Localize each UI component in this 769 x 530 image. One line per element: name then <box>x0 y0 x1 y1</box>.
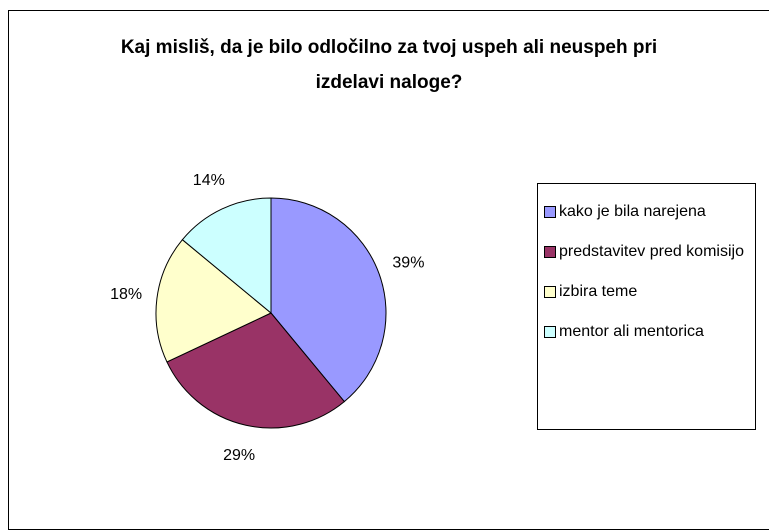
chart-title: Kaj misliš, da je bilo odločilno za tvoj… <box>120 37 658 93</box>
legend-label: predstavitev pred komisijo <box>559 243 744 260</box>
data-label: 39% <box>392 255 424 272</box>
page: {"chart_data": {"type": "pie", "title": … <box>8 10 769 530</box>
data-label: 18% <box>110 286 142 303</box>
data-label: 29% <box>223 447 255 464</box>
data-label: 14% <box>193 172 225 189</box>
legend: kako je bila narejena predstavitev pred k… <box>537 183 756 430</box>
pie-slice <box>166 312 346 429</box>
legend-swatch <box>544 326 556 338</box>
legend-swatch <box>544 286 556 298</box>
legend-swatch <box>544 206 556 218</box>
legend-label: izbira teme <box>559 283 638 300</box>
legend-label: kako je bila narejena <box>559 203 706 220</box>
legend-item: predstavitev pred komisijo <box>544 242 751 261</box>
legend-item: mentor ali mentorica <box>544 322 751 341</box>
legend-item: izbira teme <box>544 282 751 301</box>
legend-swatch <box>544 246 556 258</box>
pie-slice <box>155 238 272 363</box>
legend-label: mentor ali mentorica <box>559 323 704 340</box>
chart: 39% 29% 18% 14% <box>110 172 424 464</box>
legend-item: kako je bila narejena <box>544 202 751 221</box>
pie-slice <box>181 197 272 315</box>
pie-slice <box>270 197 387 403</box>
